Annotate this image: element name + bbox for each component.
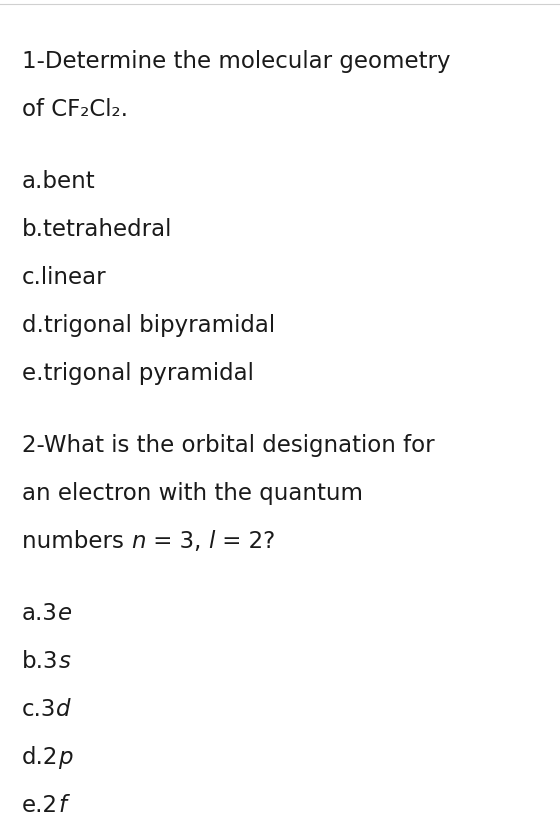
Text: a.3: a.3 (22, 602, 58, 625)
Text: 1-Determine the molecular geometry: 1-Determine the molecular geometry (22, 50, 450, 73)
Text: a.bent: a.bent (22, 170, 96, 193)
Text: p: p (58, 746, 73, 769)
Text: b.tetrahedral: b.tetrahedral (22, 218, 172, 241)
Text: e.trigonal pyramidal: e.trigonal pyramidal (22, 362, 254, 385)
Text: e: e (58, 602, 72, 625)
Text: of CF₂Cl₂.: of CF₂Cl₂. (22, 98, 128, 121)
Text: n: n (131, 530, 146, 553)
Text: c.3: c.3 (22, 698, 57, 721)
Text: l: l (208, 530, 214, 553)
Text: d: d (57, 698, 71, 721)
Text: numbers: numbers (22, 530, 131, 553)
Text: an electron with the quantum: an electron with the quantum (22, 482, 363, 505)
Text: = 2?: = 2? (214, 530, 275, 553)
Text: f: f (58, 794, 66, 817)
Text: e.2: e.2 (22, 794, 58, 817)
Text: d.2: d.2 (22, 746, 58, 769)
Text: c.linear: c.linear (22, 266, 106, 289)
Text: d.trigonal bipyramidal: d.trigonal bipyramidal (22, 314, 275, 337)
Text: 2-What is the orbital designation for: 2-What is the orbital designation for (22, 434, 435, 457)
Text: b.3: b.3 (22, 650, 58, 673)
Text: s: s (58, 650, 71, 673)
Text: = 3,: = 3, (146, 530, 208, 553)
